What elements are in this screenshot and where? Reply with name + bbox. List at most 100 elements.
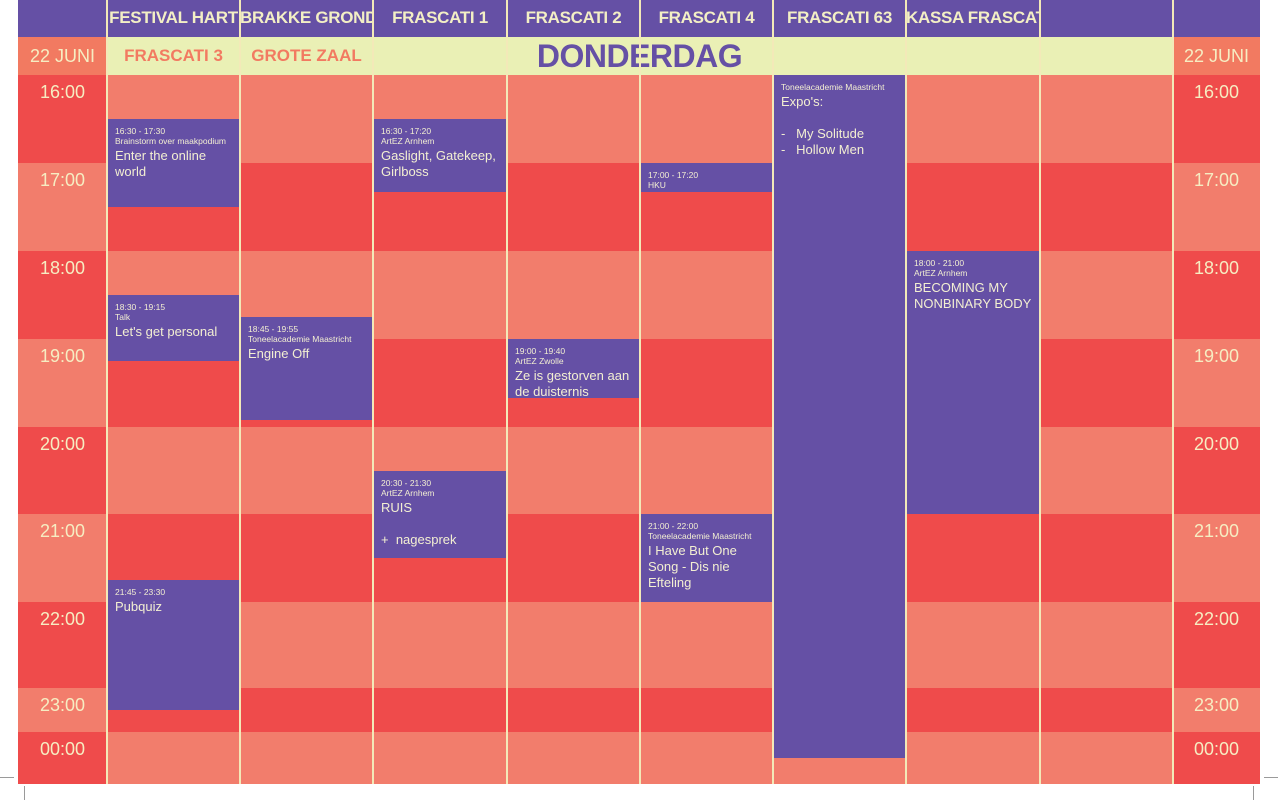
time-label-right: 18:00 bbox=[1193, 258, 1240, 278]
cell-band bbox=[1040, 427, 1173, 514]
festival-schedule: FESTIVAL HART BRAKKE GROND FRASCATI 1 FRASC… bbox=[18, 0, 1260, 784]
cell-band bbox=[1040, 602, 1173, 688]
time-label-left: 00:00 bbox=[39, 739, 86, 759]
event-title: Gaslight, Gatekeep, Girlboss bbox=[381, 148, 496, 179]
event-note bbox=[381, 516, 499, 532]
column-divider bbox=[1172, 0, 1174, 784]
cell-band bbox=[107, 732, 240, 784]
cell-band bbox=[240, 602, 373, 688]
column-divider bbox=[372, 0, 374, 784]
event-time: 19:00 - 19:40 bbox=[515, 346, 566, 356]
event-time: 16:30 - 17:30 bbox=[115, 126, 166, 136]
event-block[interactable]: 17:00 - 17:20HKUABORTUSVERHALEN+ nagespr… bbox=[640, 163, 773, 193]
venue-subheader: GROTE ZAAL bbox=[251, 46, 362, 65]
time-label-right: 17:00 bbox=[1193, 170, 1240, 190]
venue-header: FRASCATI 1 bbox=[373, 0, 507, 37]
venue-header: FRASCATI 2 bbox=[507, 0, 640, 37]
cell-band bbox=[1040, 251, 1173, 339]
event-organizer: Toneelacademie Maastricht bbox=[248, 334, 352, 344]
event-organizer: Toneelacademie Maastricht bbox=[648, 531, 752, 541]
cell-band bbox=[906, 602, 1040, 688]
event-time: 21:45 - 23:30 bbox=[115, 587, 166, 597]
cell-band bbox=[640, 339, 773, 427]
cell-band bbox=[640, 688, 773, 732]
cell-band bbox=[373, 251, 507, 339]
event-block[interactable]: 21:45 - 23:30 Pubquiz bbox=[107, 580, 240, 710]
event-time: 18:00 - 21:00 bbox=[914, 258, 965, 268]
event-block[interactable]: 18:00 - 21:00 ArtEZ Arnhem BECOMING MY NON… bbox=[906, 251, 1040, 514]
cell-band bbox=[507, 602, 640, 688]
event-title: Ze is gestorven aan de duisternis bbox=[515, 368, 630, 398]
event-title: Let's get personal bbox=[115, 324, 218, 339]
column-divider bbox=[639, 0, 641, 784]
time-label-right: 22:00 bbox=[1193, 609, 1240, 629]
time-label-left: 17:00 bbox=[39, 170, 86, 190]
cell-band bbox=[507, 163, 640, 251]
column-divider bbox=[239, 0, 241, 784]
event-block[interactable]: 16:30 - 17:30 Brainstorm over maakpodium E… bbox=[107, 119, 240, 207]
time-label-left: 19:00 bbox=[39, 346, 86, 366]
cell-band bbox=[640, 732, 773, 784]
venue-subheader: FRASCATI 3 bbox=[124, 46, 223, 65]
cell-band bbox=[1040, 75, 1173, 163]
crop-mark bbox=[1253, 786, 1254, 800]
cell-band bbox=[240, 163, 373, 251]
date-label: 22 JUNI bbox=[18, 37, 107, 75]
event-title: RUIS bbox=[381, 499, 413, 515]
cell-band bbox=[240, 514, 373, 602]
crop-mark bbox=[24, 786, 25, 800]
event-title: Engine Off bbox=[248, 346, 310, 361]
event-title: BECOMING MY NONBINARY BODY bbox=[914, 280, 1032, 311]
venue-header: FESTIVAL HART bbox=[107, 0, 240, 37]
event-organizer: ArtEZ Arnhem bbox=[381, 136, 435, 146]
time-label-left: 21:00 bbox=[39, 521, 86, 541]
event-time: 18:45 - 19:55 bbox=[248, 324, 299, 334]
cell-band bbox=[1040, 514, 1173, 602]
event-block[interactable]: 16:30 - 17:20 ArtEZ Arnhem Gaslight, Gatek… bbox=[373, 119, 507, 193]
event-note bbox=[781, 110, 898, 126]
cell-band bbox=[107, 427, 240, 514]
cell-band bbox=[373, 688, 507, 732]
cell-band bbox=[373, 602, 507, 688]
event-block[interactable]: 18:45 - 19:55 Toneelacademie Maastricht En… bbox=[240, 317, 373, 420]
event-block[interactable]: 19:00 - 19:40 ArtEZ Zwolle Ze is gestorven… bbox=[507, 339, 640, 398]
column-divider bbox=[1039, 0, 1041, 784]
event-time: 16:30 - 17:20 bbox=[381, 126, 432, 136]
time-label-right: 21:00 bbox=[1193, 521, 1240, 541]
time-label-left: 20:00 bbox=[39, 434, 86, 454]
event-title: Expo's: bbox=[781, 94, 824, 109]
event-time: 17:00 - 17:20 bbox=[648, 170, 699, 180]
event-organizer: Talk bbox=[115, 312, 131, 322]
column-divider bbox=[506, 0, 508, 784]
cell-band bbox=[640, 251, 773, 339]
cell-band bbox=[906, 688, 1040, 732]
time-label-left: 23:00 bbox=[39, 695, 86, 715]
event-organizer: Toneelacademie Maastricht bbox=[781, 82, 885, 92]
event-block[interactable]: 21:00 - 22:00 Toneelacademie Maastricht I … bbox=[640, 514, 773, 602]
time-label-right: 20:00 bbox=[1193, 434, 1240, 454]
time-label-left: 22:00 bbox=[39, 609, 86, 629]
venue-header bbox=[1040, 0, 1173, 37]
time-label-left: 16:00 bbox=[39, 82, 86, 102]
cell-band bbox=[507, 427, 640, 514]
column-divider bbox=[106, 0, 108, 784]
event-note: - My Solitude bbox=[781, 126, 865, 141]
time-label-right: 16:00 bbox=[1193, 82, 1240, 102]
event-time: 20:30 - 21:30 bbox=[381, 477, 432, 488]
column-divider bbox=[905, 0, 907, 784]
time-label-right: 00:00 bbox=[1193, 739, 1240, 759]
cell-band bbox=[906, 514, 1040, 602]
event-block[interactable]: 18:30 - 19:15 Talk Let's get personal bbox=[107, 295, 240, 361]
event-block[interactable]: 20:30 - 21:30 ArtEZ Arnhem RUIS + nagesprek bbox=[373, 470, 507, 558]
cell-band bbox=[507, 514, 640, 602]
cell-band bbox=[906, 75, 1040, 163]
cell-band bbox=[507, 732, 640, 784]
event-block[interactable]: Toneelacademie Maastricht Expo's: - My Sol… bbox=[773, 75, 906, 758]
event-organizer: HKU bbox=[648, 180, 666, 190]
venue-header: KASSA FRASCATI bbox=[906, 0, 1040, 37]
date-label: 22 JUNI bbox=[1173, 37, 1260, 75]
crop-mark bbox=[0, 777, 14, 778]
cell-band bbox=[373, 732, 507, 784]
venue-header: FRASCATI 4 bbox=[640, 0, 773, 37]
cell-band bbox=[240, 75, 373, 163]
